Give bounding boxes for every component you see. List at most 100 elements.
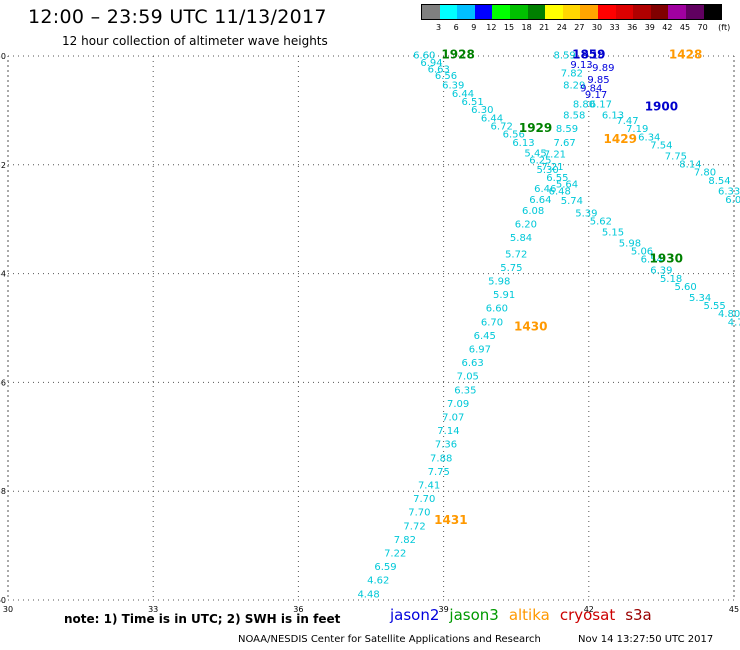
wave-height-value: 7.09 [447,399,469,410]
wave-height-value: 6.97 [469,344,491,355]
wave-height-value: 7.36 [435,440,457,451]
legend-label: 39 [644,23,655,32]
footer-timestamp: Nov 14 13:27:50 UTC 2017 [578,634,714,645]
legend-swatch [545,5,563,19]
wave-height-value: 6.51 [462,97,484,108]
wave-height-value: 7.88 [430,453,452,464]
legend-swatches [421,4,723,20]
wave-height-value: 7.41 [418,480,440,491]
lon-tick-label: 33 [148,605,158,614]
wave-height-value: 6.59 [374,562,396,573]
legend-swatch [509,5,528,19]
wave-height-value: 7.14 [437,426,459,437]
wave-height-value: 5.62 [590,217,612,228]
legend-label: 15 [503,23,515,32]
wave-height-value: 5.84 [510,233,532,244]
legend-swatch [474,5,493,19]
wave-height-value: 5.98 [488,276,510,287]
wave-height-value: 6.54 [641,255,663,266]
legend-unit: (ft) [718,23,731,32]
legend-swatch [492,5,510,19]
lat-tick-label: -60 [0,596,6,605]
wave-height-value: 7.22 [384,548,406,559]
wave-height-value: 7.21 [544,150,566,161]
wave-height-value: 6.17 [590,100,612,111]
wave-height-value: 5.72 [505,249,527,260]
wave-height-value: 6.63 [462,358,484,369]
wave-height-value: 8.14 [679,160,701,171]
wave-height-value: 6.44 [452,89,474,100]
wave-height-value: 6.94 [420,58,442,69]
note-text: note: 1) Time is in UTC; 2) SWH is in fe… [64,612,341,626]
wave-height-value: 6.34 [638,132,660,143]
wave-height-value: 7.70 [413,494,435,505]
legend-swatch [439,5,458,19]
legend-label: 21 [539,23,550,32]
lat-tick-label: -58 [0,487,6,496]
wave-height-value: 7.82 [394,535,416,546]
satellite-cryosat: cryosat [559,606,616,624]
legend-swatch [703,5,722,19]
wave-height-value: 9.10 [583,51,605,62]
legend-swatch [685,5,704,19]
legend-label: 70 [697,23,708,32]
lon-tick-label: 39 [439,605,449,614]
wave-height-value: 6.25 [529,156,551,167]
wave-height-value: 8.29 [563,81,585,92]
lon-tick-label: 45 [729,605,739,614]
wave-height-value: 6.13 [512,138,534,149]
wave-height-value: 6.60 [486,304,508,315]
wave-height-value: 5.60 [674,282,696,293]
wave-height-value: 6.70 [481,317,503,328]
pass-time-label: 1428 [669,48,702,62]
page-title: 12:00 – 23:59 UTC 11/13/2017 [28,6,327,28]
color-legend: 3 6 9 12 15 18 21 24 27 30 33 36 39 42 45 70 (ft) [421,4,730,34]
legend-label: 30 [591,23,603,32]
wave-height-value: 6.05 [725,195,740,206]
wave-height-value: 6.56 [503,130,525,141]
pass-time-label: 1859 [572,48,605,62]
legend-label: 18 [521,23,532,32]
wave-height-value: 9.85 [587,75,609,86]
wave-height-value: 6.48 [549,187,571,198]
wave-height-value: 4.48 [357,589,379,600]
wave-height-value: 6.56 [435,71,457,82]
wave-height-value: 5.74 [561,196,583,207]
legend-labels: 3 6 9 12 15 18 21 24 27 30 33 36 39 42 45 70 (ft) [421,20,730,34]
wave-height-value: 5.39 [575,208,597,219]
lon-tick-label: 36 [293,605,303,614]
wave-height-value: 8.80 [573,100,595,111]
wave-height-value: 6.39 [442,81,464,92]
wave-height-value: 8.58 [563,111,585,122]
wave-height-value: 7.80 [694,168,716,179]
pass-time-label: 1928 [441,48,474,62]
lon-tick-label: 42 [584,605,594,614]
legend-label: 45 [679,23,691,32]
wave-height-value: 6.20 [515,219,537,230]
wave-height-value: 8.59 [553,51,575,62]
legend-swatch [562,5,581,19]
pass-time-label: 1429 [604,132,637,146]
wave-height-value: 6.55 [546,173,568,184]
legend-swatch [527,5,546,19]
wave-height-value: 7.21 [541,162,563,173]
wave-height-value: 8.54 [708,176,730,187]
wave-height-value: 6.08 [522,206,544,217]
wave-height-value: 7.70 [408,508,430,519]
wave-height-value: 7.19 [626,124,648,135]
legend-label: 9 [471,23,477,32]
wave-height-value: 7.07 [442,412,464,423]
legend-swatch [633,5,651,19]
wave-height-value: 5.30 [537,165,559,176]
wave-height-value: 6.39 [650,266,672,277]
wave-height-value: 6.72 [491,121,513,132]
wave-height-value: 5.45 [524,149,546,160]
wave-height-value: 6.30 [471,105,493,116]
pass-time-label: 1431 [434,513,467,527]
pass-time-label: 1900 [645,99,678,113]
legend-label: 12 [486,23,497,32]
satellite-altika: altika [508,606,550,624]
pass-time-label: 1430 [514,320,547,334]
wave-height-value: 9.13 [570,60,592,71]
pass-time-label: 1929 [519,121,552,135]
